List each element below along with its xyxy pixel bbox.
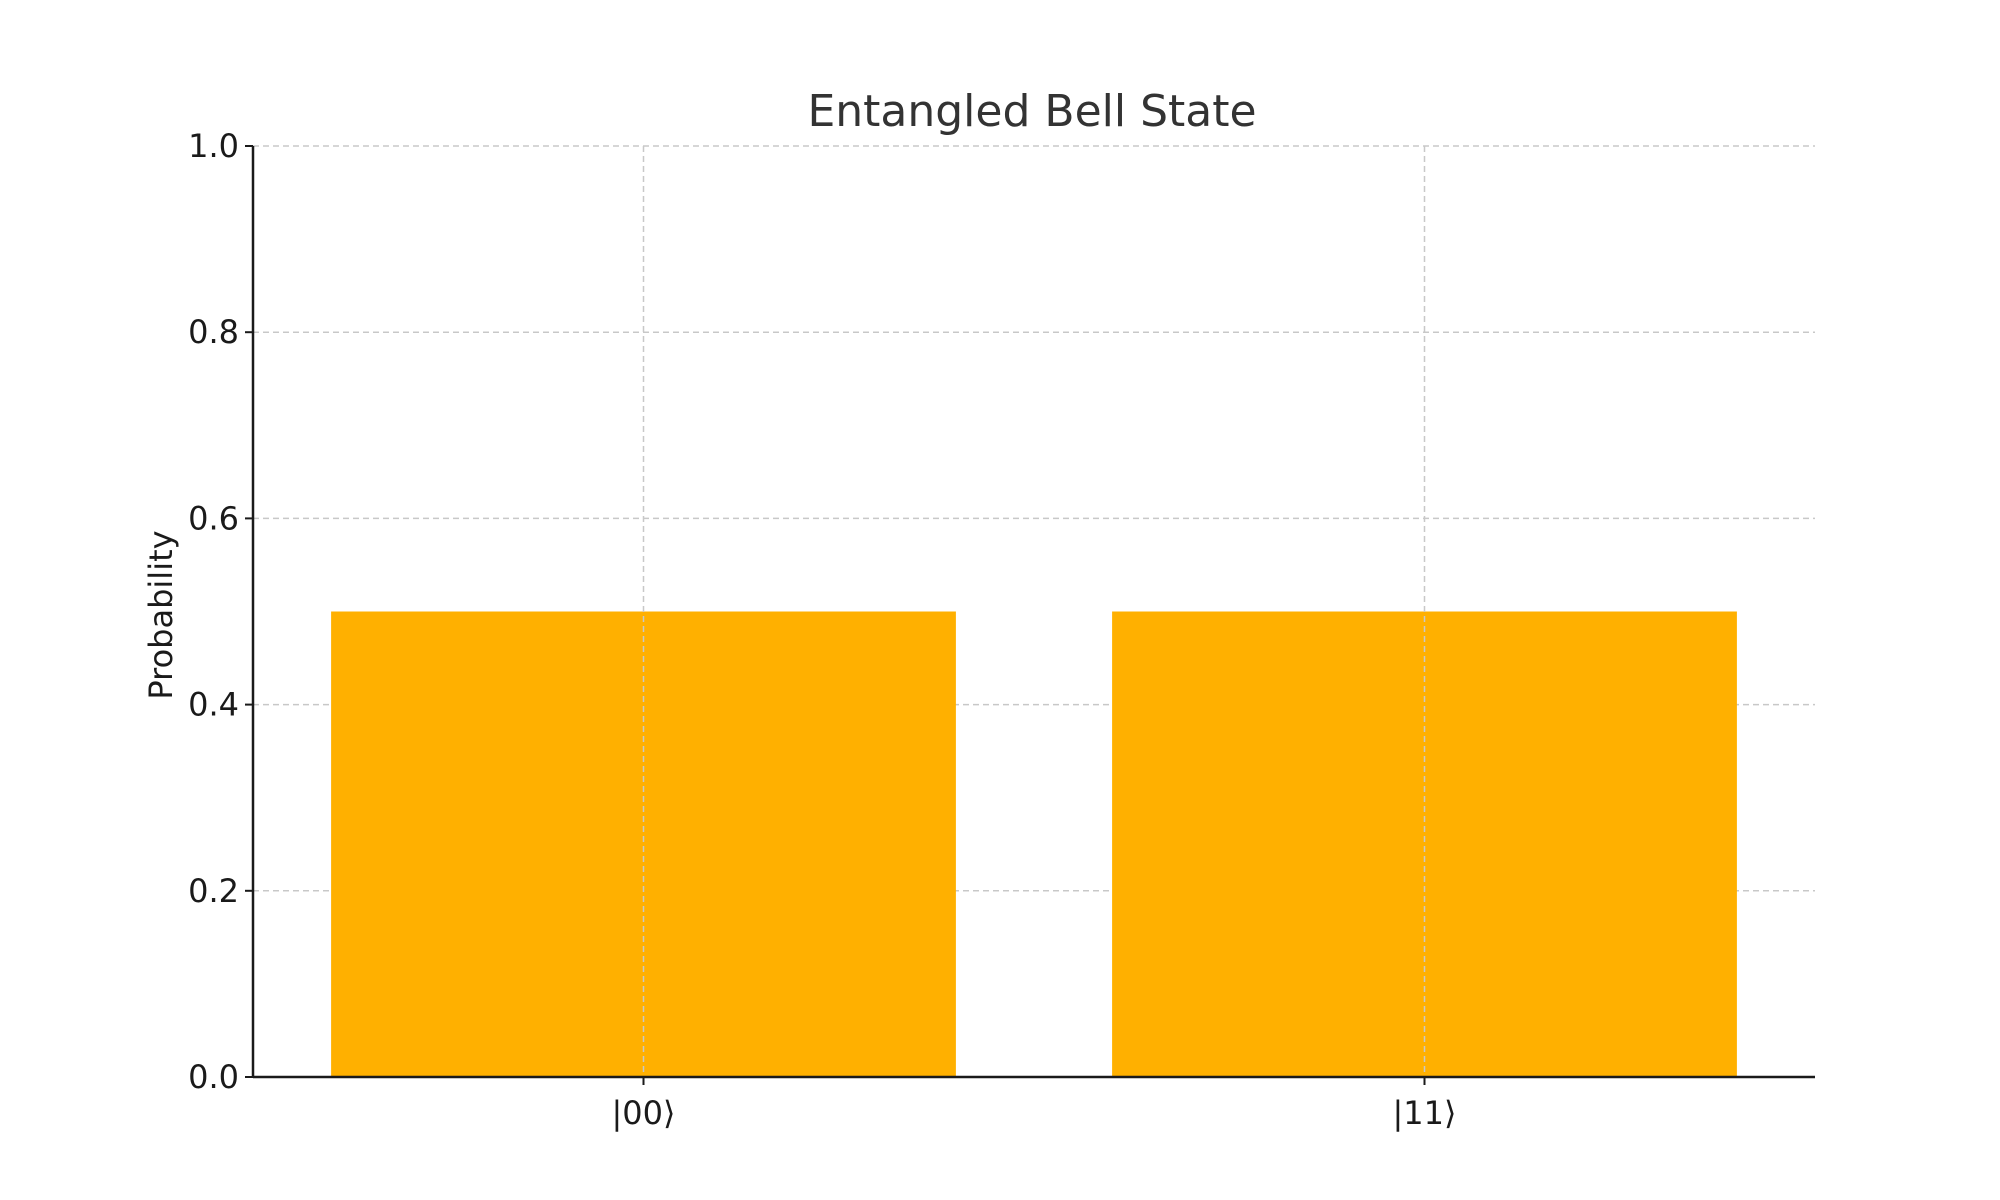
tick-layer: 0.0 0.2 0.4 0.6 0.8 1.0 |00⟩ |11⟩	[188, 127, 1456, 1132]
y-tick-label: 0.0	[188, 1058, 239, 1096]
x-tick-label: |00⟩	[612, 1094, 676, 1132]
y-tick-label: 1.0	[188, 127, 239, 165]
chart-title: Entangled Bell State	[807, 86, 1256, 137]
x-tick-label: |11⟩	[1393, 1094, 1457, 1132]
bar-layer	[331, 146, 1737, 1077]
y-tick-label: 0.2	[188, 872, 239, 910]
y-tick-label: 0.4	[188, 686, 239, 724]
axis-layer	[251, 146, 1815, 1079]
y-tick-label: 0.8	[188, 313, 239, 351]
y-tick-label: 0.6	[188, 499, 239, 537]
y-axis-label: Probability	[142, 530, 180, 699]
